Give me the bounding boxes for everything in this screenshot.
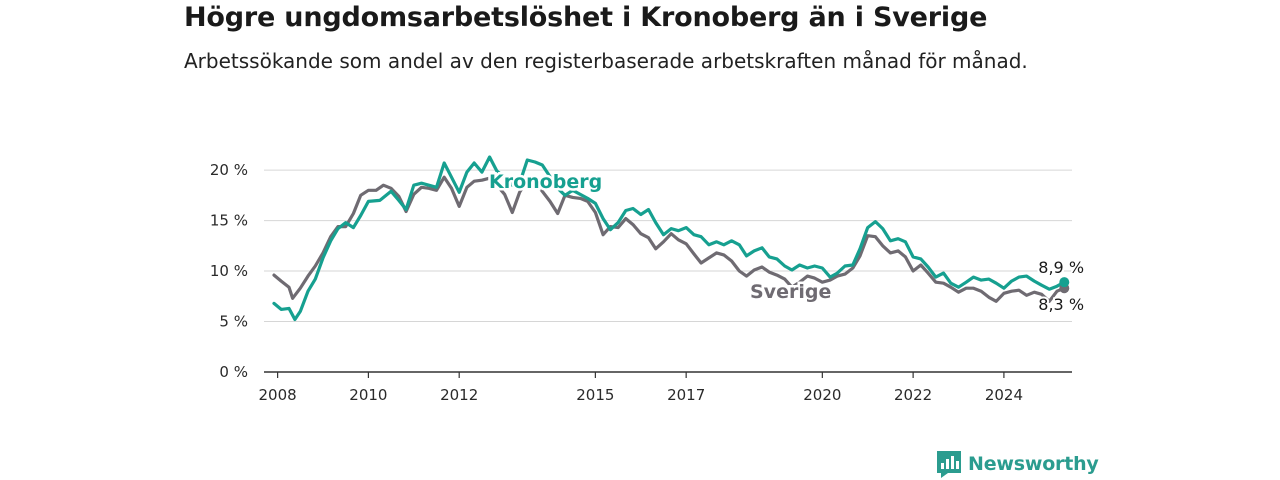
end-label-sverige: 8,3 %: [1038, 295, 1084, 314]
y-tick-label: 0 %: [219, 363, 248, 381]
x-tick-label: 2010: [349, 386, 387, 404]
x-tick-label: 2017: [667, 386, 705, 404]
y-tick-label: 20 %: [210, 161, 248, 179]
chart-title: Högre ungdomsarbetslöshet i Kronoberg än…: [184, 2, 988, 33]
end-point-kronoberg: [1059, 277, 1070, 288]
x-tick-label: 2024: [985, 386, 1023, 404]
x-tick-label: 2022: [894, 386, 932, 404]
chart-subtitle: Arbetssökande som andel av den registerb…: [184, 49, 1028, 73]
series-lines: [272, 155, 1070, 322]
series-labels: Kronoberg Sverige 8,9 % 8,3 %: [487, 169, 1087, 317]
y-tick-label: 10 %: [210, 262, 248, 280]
series-label-kronoberg: Kronoberg: [489, 171, 602, 193]
y-axis-ticks: 0 % 5 % 10 % 15 % 20 %: [210, 161, 248, 381]
series-label-sverige: Sverige: [750, 281, 831, 303]
x-tick-label: 2012: [440, 386, 478, 404]
x-tick-label: 2008: [259, 386, 297, 404]
y-tick-label: 5 %: [219, 313, 248, 331]
x-axis-ticks: 2008 2010 2012 2015 2017 2020 2022 2024: [259, 372, 1023, 404]
grid-lines: [264, 169, 1072, 323]
x-tick-label: 2015: [576, 386, 614, 404]
series-line-sverige: [272, 175, 1066, 303]
end-label-kronoberg: 8,9 %: [1038, 258, 1084, 277]
x-tick-label: 2020: [803, 386, 841, 404]
newsworthy-logo: Newsworthy: [936, 448, 1099, 480]
bar-chart-icon: [937, 451, 961, 478]
y-tick-label: 15 %: [210, 212, 248, 230]
brand-name: Newsworthy: [968, 453, 1099, 475]
series-line-kronoberg: [272, 155, 1066, 322]
